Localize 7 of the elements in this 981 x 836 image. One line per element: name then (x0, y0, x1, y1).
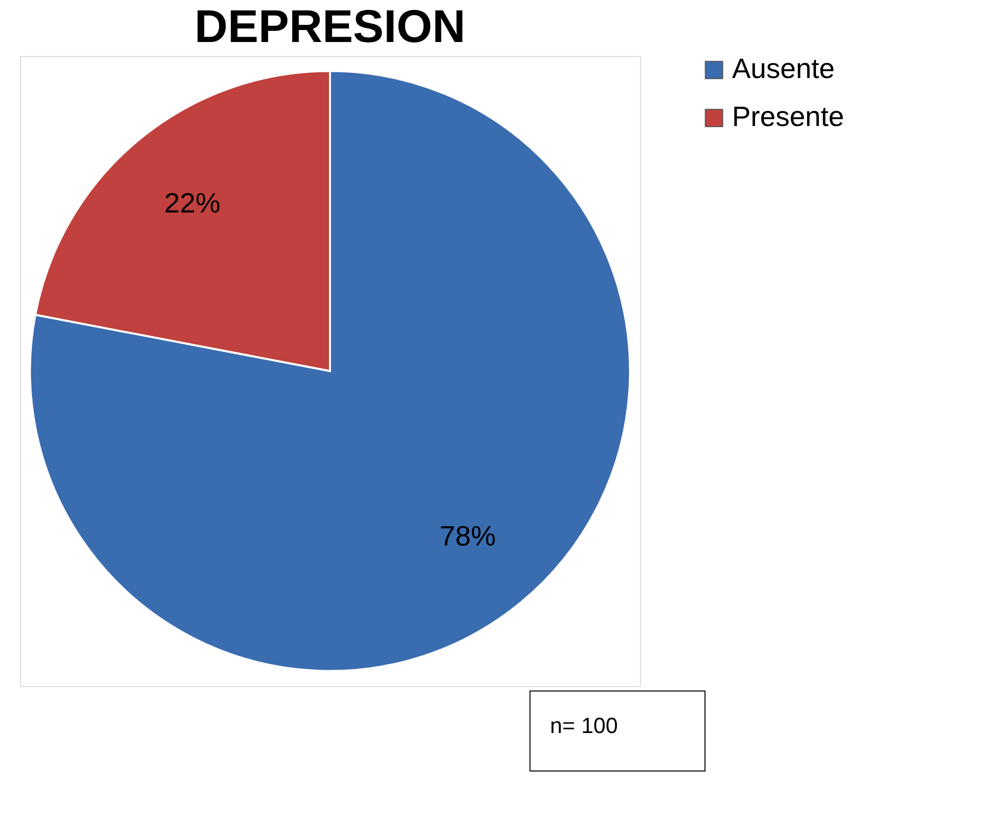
pie-slice (30, 70, 631, 672)
text: n= 100 (550, 713, 618, 738)
data-label: 78% (440, 520, 496, 552)
chart-title: DEPRESION (194, 0, 466, 52)
legend-label: Ausente (732, 53, 835, 84)
legend-label: Presente (732, 101, 844, 132)
data-label: 22% (164, 188, 220, 219)
